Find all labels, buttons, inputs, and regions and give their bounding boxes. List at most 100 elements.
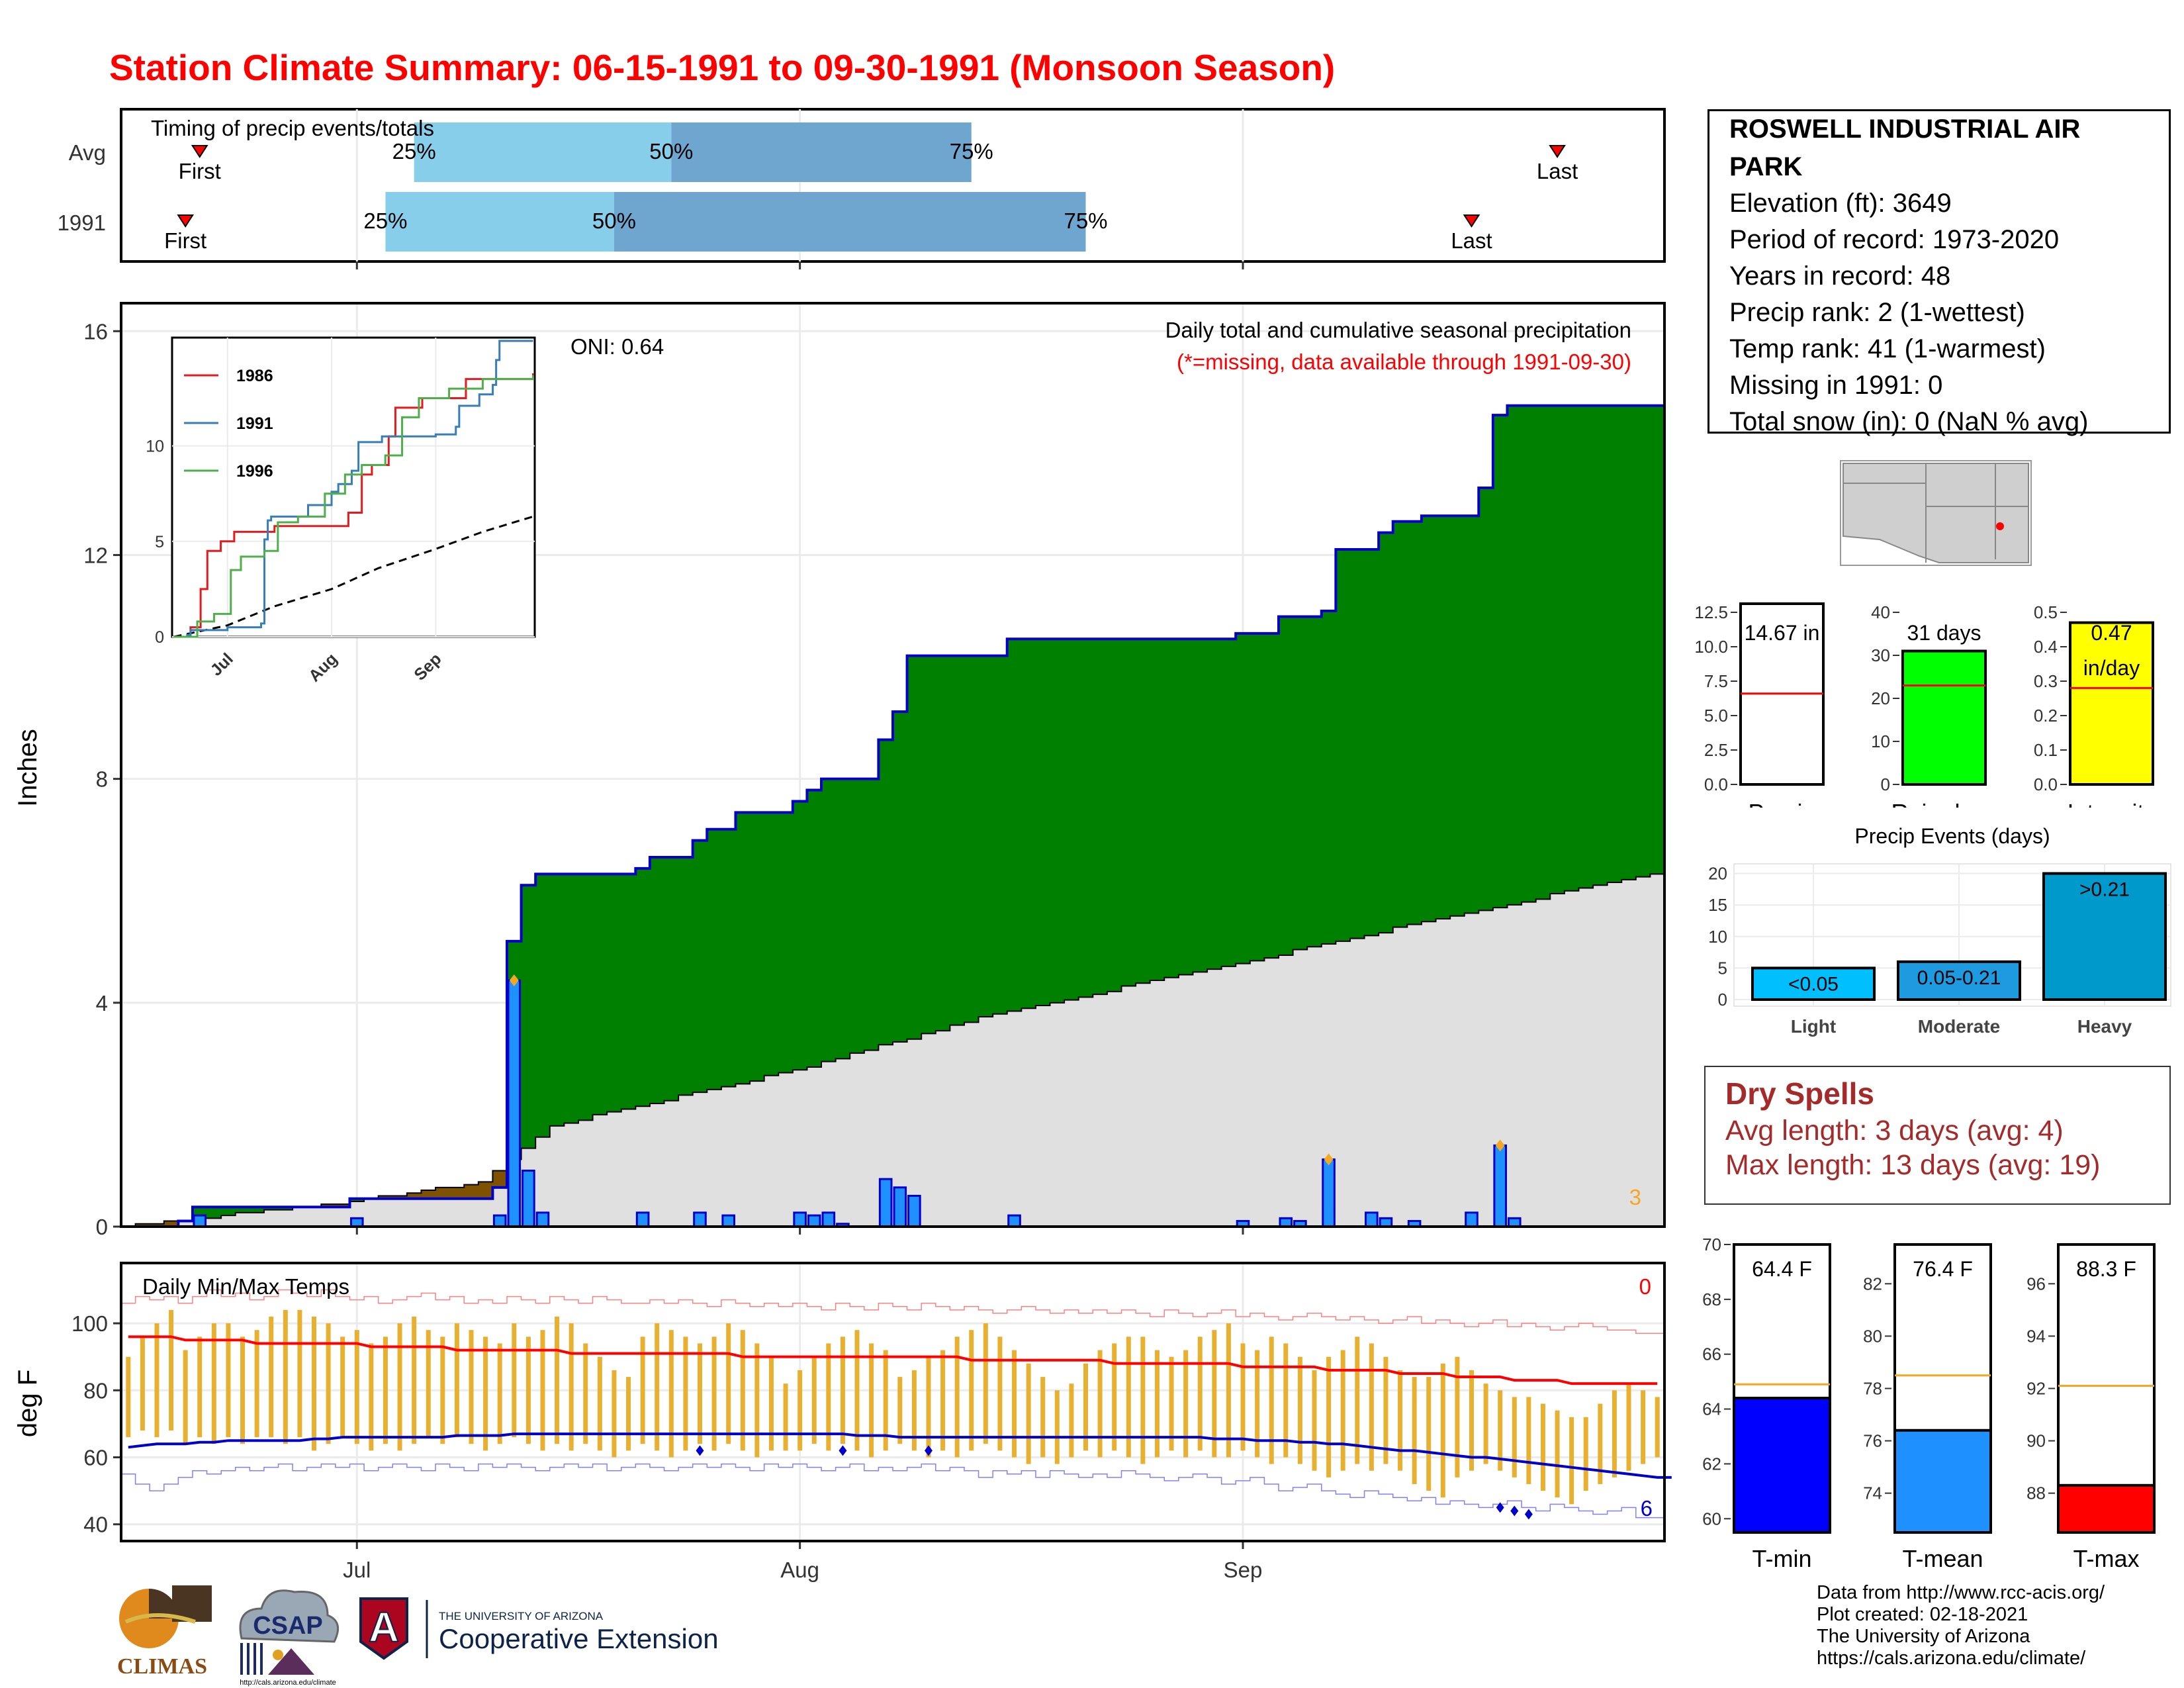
daily-temp-range-bar [797, 1370, 803, 1451]
temp-title: Daily Min/Max Temps [142, 1274, 349, 1299]
surplus-area [678, 857, 694, 1096]
dry-spells-max: Max length: 13 days (avg: 19) [1725, 1149, 2101, 1181]
surplus-area [1050, 639, 1065, 1003]
timing-first-marker [191, 145, 208, 158]
summary-ytick-label: 20 [1871, 688, 1890, 708]
daily-temp-range-bar [1483, 1383, 1488, 1464]
timing-row-avg-label: Avg [69, 140, 106, 165]
tempbar-ytick-label: 92 [2026, 1379, 2046, 1399]
surplus-area [649, 857, 665, 1103]
daily-temp-range-bar [483, 1336, 488, 1451]
surplus-area [664, 857, 679, 1101]
daily-temp-range-bar [1383, 1356, 1388, 1464]
daily-temp-range-bar [1169, 1356, 1174, 1451]
surplus-area [1479, 488, 1494, 911]
surplus-area [1236, 633, 1251, 964]
record-min-line [121, 1463, 1664, 1519]
station-precip-rank: Precip rank: 2 (1-wettest) [1729, 298, 2025, 327]
summary-ytick-label: 40 [1871, 602, 1890, 622]
daily-temp-range-bar [969, 1330, 974, 1451]
daily-precip-bar [907, 1195, 921, 1228]
deficit-area [449, 1187, 465, 1199]
surplus-area [1535, 405, 1551, 900]
surplus-area [750, 812, 765, 1082]
summary-bars: 0.0 2.5 5.0 7.5 10.0 12.5 14.67 in Precip 0 10 20 3… [1694, 602, 2156, 808]
daily-temp-range-bar [940, 1350, 946, 1451]
daily-precip-bar [1322, 1158, 1336, 1228]
deficit-area [378, 1196, 393, 1199]
location-map [1840, 460, 2032, 566]
daily-temp-range-bar [397, 1323, 402, 1451]
daily-temp-range-bar [354, 1330, 359, 1444]
tempbar-T-mean [1893, 1429, 1992, 1534]
daily-temp-range-bar [297, 1309, 302, 1438]
daily-temp-range-bar [469, 1330, 474, 1444]
event-category-label: Light [1791, 1016, 1836, 1037]
station-temp-rank: Temp rank: 41 (1-warmest) [1729, 334, 2046, 363]
temp-panel: 40 60 80 100 Jul Aug Sep Daily Min/Max Temps 0… [13, 1262, 1672, 1582]
average-cumulative-line [121, 873, 1664, 1227]
temp-xtick-label: Sep [1224, 1558, 1263, 1582]
deficit-area [464, 1184, 479, 1199]
daily-temp-range-bar [440, 1336, 445, 1444]
tempbar-ytick-label: 64 [1702, 1399, 1721, 1419]
climas-logo-text: CLIMAS [117, 1654, 207, 1679]
daily-temp-range-bar [283, 1309, 288, 1444]
precip-events-chart: 0 5 10 15 20 <0.05 Light 0.05-0.21 Moderate >0.21… [1708, 863, 2171, 1037]
summary-ytick-label: 10.0 [1694, 637, 1728, 657]
event-bar-Heavy [2042, 872, 2167, 1002]
surplus-area [1093, 639, 1108, 995]
surplus-area [1650, 405, 1665, 874]
tempbar-ytick-label: 94 [2026, 1326, 2046, 1346]
tempbar-ytick-label: 74 [1863, 1483, 1882, 1503]
daily-temp-range-bar [340, 1336, 345, 1438]
surplus-area [1635, 405, 1651, 877]
daily-temp-range-bar [454, 1323, 459, 1438]
surplus-area [1279, 616, 1294, 955]
daily-temp-range-bar [1312, 1370, 1317, 1471]
surplus-area [1178, 639, 1194, 975]
daily-temp-range-bar [269, 1316, 274, 1438]
inset-series-line-1986 [173, 373, 534, 638]
timing-bar-q50-q75 [614, 192, 1086, 252]
daily-temp-range-bar [997, 1336, 1003, 1451]
daily-temp-range-bar [1112, 1343, 1117, 1451]
surplus-area [621, 874, 636, 1109]
surplus-area [1035, 639, 1051, 1006]
summary-ytick-label: 0.2 [2034, 706, 2058, 726]
summary-value-label: 14.67 in [1745, 621, 1820, 645]
daily-temp-range-bar [140, 1336, 145, 1431]
timing-pct-label: 50% [592, 209, 636, 233]
surplus-area [549, 874, 565, 1126]
daily-temp-range-bar [826, 1343, 831, 1451]
ua-logo-letter: A [369, 1603, 399, 1651]
daily-temp-range-bar [197, 1336, 203, 1438]
daily-temp-range-bar [869, 1343, 874, 1458]
daily-temp-range-bar [369, 1343, 374, 1451]
tempbar-ytick-label: 96 [2026, 1274, 2046, 1293]
temp-count-min: 6 [1641, 1496, 1653, 1521]
summary-ytick-label: 5.0 [1704, 706, 1728, 726]
daily-temp-range-bar [1226, 1323, 1231, 1458]
events-ytick-label: 5 [1718, 958, 1727, 978]
summary-ytick-label: 2.5 [1704, 740, 1728, 760]
surplus-area [764, 812, 779, 1076]
footer-line-4: https://cals.arizona.edu/climate/ [1817, 1648, 2086, 1669]
daily-precip-bar [535, 1211, 550, 1228]
daily-temp-range-bar [983, 1323, 988, 1444]
surplus-area [1450, 516, 1465, 916]
surplus-area [564, 874, 579, 1123]
daily-temp-range-bar [1426, 1377, 1432, 1491]
surplus-area [278, 1207, 293, 1210]
logo-climas: CLIMAS [117, 1585, 212, 1679]
precip-ytick-label: 16 [83, 319, 108, 344]
precip-panel: 0 4 8 12 16 Daily total and cumulative seaso… [13, 302, 1666, 1239]
daily-temp-range-bar [926, 1356, 931, 1458]
event-bar-Moderate [1897, 960, 2021, 1002]
surplus-area [635, 868, 651, 1107]
daily-temp-range-bar [1412, 1377, 1417, 1484]
missing-marker [509, 974, 519, 986]
surplus-area [1564, 405, 1580, 891]
inset-ytick-label: 0 [155, 628, 164, 647]
daily-temp-range-bar [226, 1323, 231, 1438]
